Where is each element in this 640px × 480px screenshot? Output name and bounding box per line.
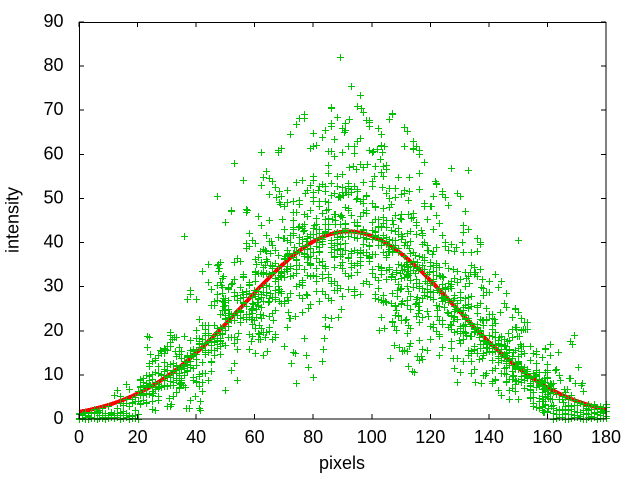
- svg-text:80: 80: [303, 427, 323, 447]
- svg-text:0: 0: [74, 427, 84, 447]
- svg-text:20: 20: [43, 320, 63, 340]
- svg-text:70: 70: [43, 99, 63, 119]
- svg-text:20: 20: [128, 427, 148, 447]
- svg-text:pixels: pixels: [319, 453, 365, 473]
- svg-text:10: 10: [43, 364, 63, 384]
- svg-text:60: 60: [43, 143, 63, 163]
- svg-text:40: 40: [186, 427, 206, 447]
- svg-text:160: 160: [532, 427, 562, 447]
- svg-text:100: 100: [357, 427, 387, 447]
- svg-text:80: 80: [43, 55, 63, 75]
- svg-text:50: 50: [43, 187, 63, 207]
- svg-text:180: 180: [591, 427, 621, 447]
- svg-text:140: 140: [474, 427, 504, 447]
- svg-text:30: 30: [43, 276, 63, 296]
- svg-text:60: 60: [245, 427, 265, 447]
- svg-text:0: 0: [53, 408, 63, 428]
- svg-text:40: 40: [43, 232, 63, 252]
- svg-text:90: 90: [43, 11, 63, 31]
- svg-text:intensity: intensity: [3, 187, 23, 253]
- svg-text:120: 120: [415, 427, 445, 447]
